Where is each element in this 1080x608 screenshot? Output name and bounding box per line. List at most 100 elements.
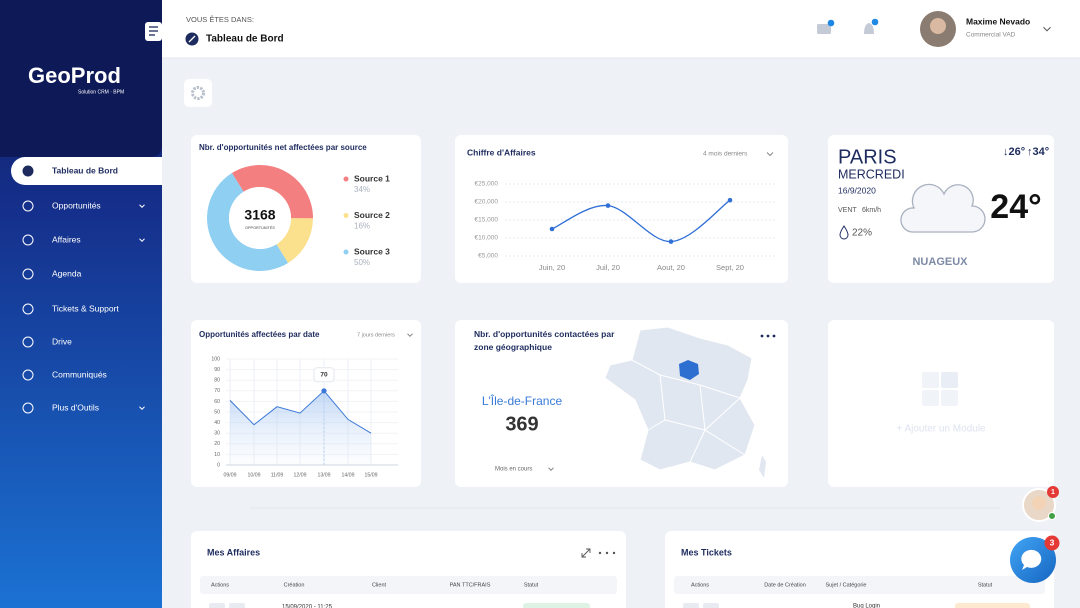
breadcrumb-label: VOUS ÊTES DANS:	[186, 15, 254, 24]
x-tick-label: Juil, 20	[596, 263, 620, 272]
bell-icon[interactable]	[864, 23, 874, 34]
more-dot	[760, 334, 764, 338]
badge-count: 3	[1050, 537, 1055, 547]
user-name: Maxime Nevado	[966, 16, 1030, 26]
y-tick-label: 20	[214, 441, 220, 447]
widget-filter[interactable]: Mois en cours	[495, 467, 532, 473]
menu-icon	[22, 268, 34, 280]
x-tick-label: Sept, 20	[716, 263, 744, 272]
widget-filter[interactable]: 7 jours derniers	[357, 332, 395, 338]
add-module-label[interactable]: + Ajouter un Module	[896, 424, 986, 435]
column-header: Actions	[691, 582, 709, 588]
ile-de-france	[679, 360, 699, 380]
widget-filter[interactable]: 4 mois derniers	[703, 151, 748, 158]
widget-title: Opportunités affectées par date	[199, 330, 320, 339]
table-cell: 15/09/2020 - 11:25	[282, 605, 333, 608]
table-title: Mes Tickets	[681, 547, 732, 557]
tooltip-box	[313, 367, 335, 383]
revenue-card	[455, 135, 788, 283]
row-action[interactable]	[229, 603, 245, 608]
weather-temperature: 24°	[990, 188, 1041, 226]
menu-icon	[22, 234, 34, 246]
y-tick-label: 60	[214, 399, 220, 405]
revenue-point	[668, 239, 674, 244]
menu-item[interactable]: Opportunités	[52, 200, 101, 210]
x-tick-label: 13/09	[318, 472, 331, 478]
legend-value: 34%	[354, 185, 370, 194]
menu-item[interactable]: Tickets & Support	[52, 303, 119, 313]
chevron-icon	[1043, 26, 1051, 32]
chevron-icon	[139, 204, 145, 208]
x-tick-label: 10/09	[248, 472, 261, 478]
legend-dot	[343, 249, 349, 255]
page-title: Tableau de Bord	[206, 34, 284, 45]
dates-line	[229, 390, 372, 434]
menu-icon	[22, 200, 34, 212]
x-tick-label: Aout, 20	[657, 263, 685, 272]
chevron-icon	[139, 406, 145, 410]
dates-area	[230, 390, 371, 465]
row-action[interactable]	[683, 603, 699, 608]
x-tick-label: Juin, 20	[539, 263, 565, 272]
y-tick-label: 50	[214, 409, 220, 415]
menu-item[interactable]: Affaires	[52, 234, 81, 244]
donut-total: 3168	[244, 207, 275, 223]
menu-item[interactable]: Communiqués	[52, 369, 107, 379]
logo-tagline: Solution CRM · BPM	[78, 89, 124, 95]
x-tick-label: 15/09	[365, 472, 378, 478]
column-header: Client	[372, 582, 387, 588]
weather-temp-max: ↑34°	[1027, 146, 1049, 158]
x-tick-label: 09/09	[224, 472, 237, 478]
chevron-icon	[548, 467, 554, 471]
menu-icon	[22, 336, 34, 348]
widget-title: Nbr. d'opportunités contactées par zone …	[474, 329, 615, 352]
donut-segment	[206, 173, 289, 271]
map-regions	[631, 359, 746, 463]
status-pill	[955, 603, 1030, 608]
menu-icon	[22, 369, 34, 381]
highlight-point	[321, 388, 327, 394]
bell-dot	[871, 18, 879, 26]
settings-button[interactable]	[184, 79, 212, 107]
menu-icon	[22, 303, 34, 315]
row-action[interactable]	[703, 603, 719, 608]
column-header: Sujet / Catégorie	[826, 582, 867, 588]
chevron-icon	[407, 333, 413, 337]
legend-value: 50%	[354, 258, 370, 267]
y-tick-label: €10,000	[475, 235, 499, 242]
module-icon	[941, 390, 958, 406]
mail-icon[interactable]	[817, 24, 831, 34]
more-dot	[612, 551, 616, 555]
breadcrumb-needle	[188, 35, 196, 43]
tooltip-value: 70	[320, 372, 328, 379]
chevron-icon	[766, 152, 774, 157]
humidity-icon	[839, 225, 849, 240]
menu-item[interactable]: Agenda	[52, 268, 82, 278]
legend-label: Source 3	[354, 246, 390, 256]
weather-wind: 6km/h	[862, 207, 881, 214]
widget-title: Chiffre d'Affaires	[467, 147, 536, 157]
badge	[1047, 486, 1059, 498]
menu-item[interactable]: Drive	[52, 336, 72, 346]
menu-item[interactable]: Tableau de Bord	[52, 165, 118, 175]
legend-value: 16%	[354, 222, 370, 231]
france-map	[604, 326, 756, 471]
module-icon	[922, 390, 939, 406]
more-dot	[772, 334, 776, 338]
menu-item[interactable]: Plus d'Outils	[52, 402, 99, 412]
donut-total-label: OPPORTUNITÉS	[245, 225, 275, 230]
widget-title-wrap: Nbr. d'opportunités contactées par zone …	[474, 329, 615, 352]
tickets-card	[665, 531, 1054, 608]
column-header: Statut	[524, 582, 539, 588]
column-header: PAN TTC/FRAIS	[450, 582, 491, 588]
donut-segment	[276, 218, 313, 263]
row-action[interactable]	[209, 603, 225, 608]
menu-icon	[22, 402, 34, 414]
column-header: Création	[284, 582, 305, 588]
weather-temp-min: ↓26°	[1003, 146, 1025, 158]
more-dot	[598, 551, 602, 555]
widget-title: Nbr. d'opportunités net affectées par so…	[199, 143, 367, 152]
weather-city: PARIS	[838, 146, 897, 168]
active-menu-bg	[11, 157, 162, 185]
